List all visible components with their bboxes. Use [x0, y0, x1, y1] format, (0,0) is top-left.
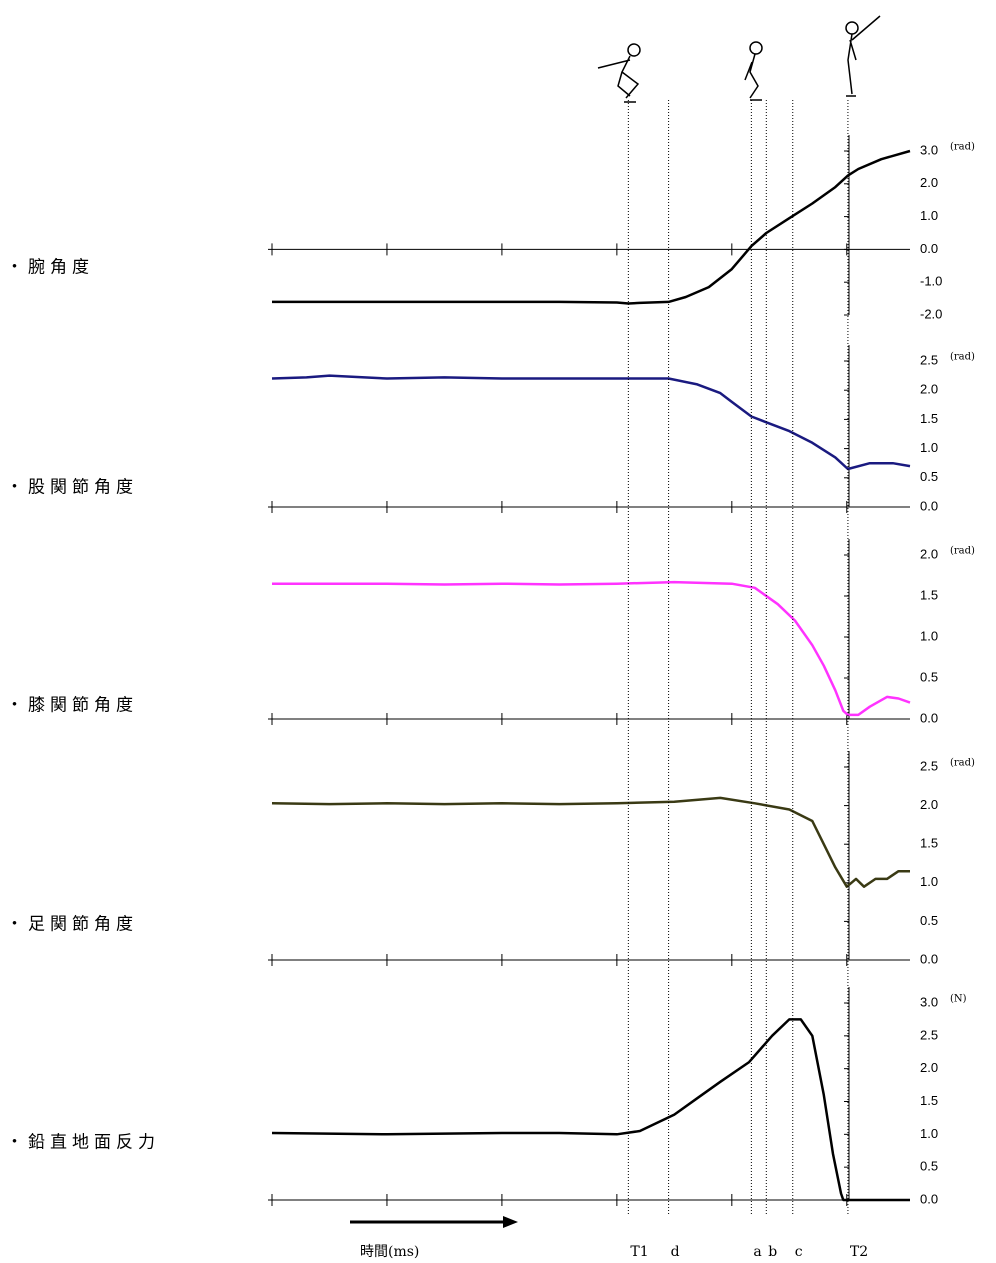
data-line — [271, 796, 910, 888]
stick-figures — [597, 15, 881, 103]
y-tick-label: 1.5 — [920, 411, 938, 426]
event-label: d — [671, 1244, 680, 1260]
panel-title: ・足関節角度 — [6, 915, 138, 935]
time-arrow — [350, 1216, 518, 1228]
y-tick-label: 1.5 — [920, 1093, 938, 1108]
y-tick-label: 1.0 — [920, 1126, 938, 1141]
y-unit: (rad) — [950, 142, 975, 153]
panel-title: ・鉛直地面反力 — [6, 1133, 160, 1153]
event-label: T1 — [630, 1244, 648, 1260]
y-tick-label: 3.0 — [920, 994, 938, 1009]
data-line — [272, 149, 911, 305]
y-tick-label: 0.5 — [920, 913, 938, 928]
y-tick-label: 1.0 — [920, 440, 938, 455]
y-tick-label: 2.5 — [920, 352, 938, 367]
y-tick-label: 0.0 — [920, 241, 938, 256]
y-tick-label: 1.0 — [920, 208, 938, 223]
data-line — [271, 374, 911, 471]
y-tick-label: 3.0 — [920, 142, 938, 157]
y-tick-label: 1.5 — [920, 836, 938, 851]
y-tick-label: 2.0 — [920, 546, 938, 561]
y-tick-label: 0.0 — [920, 951, 938, 966]
y-tick-label: 0.0 — [920, 498, 938, 513]
y-tick-label: 2.0 — [920, 382, 938, 397]
event-label: a — [753, 1244, 761, 1260]
data-line — [272, 580, 911, 717]
y-unit: (rad) — [950, 546, 975, 557]
y-unit: (N) — [950, 994, 967, 1005]
y-tick-label: 2.0 — [920, 175, 938, 190]
y-tick-label: 0.5 — [920, 669, 938, 684]
data-line — [271, 1018, 910, 1202]
y-tick-label: 1.0 — [920, 874, 938, 889]
y-tick-label: -1.0 — [920, 274, 942, 289]
y-unit: (rad) — [950, 758, 975, 769]
y-tick-label: 2.0 — [920, 797, 938, 812]
panel-title: ・膝関節角度 — [6, 696, 138, 716]
panel-title: ・腕角度 — [6, 258, 94, 278]
y-unit: (rad) — [950, 352, 975, 363]
event-label: c — [795, 1244, 803, 1260]
y-tick-label: 0.0 — [920, 1191, 938, 1206]
y-tick-label: 0.0 — [920, 710, 938, 725]
y-tick-label: 1.0 — [920, 628, 938, 643]
y-tick-label: 2.5 — [920, 1027, 938, 1042]
y-tick-label: 1.5 — [920, 587, 938, 602]
x-axis-label: 時間(ms) — [360, 1244, 419, 1260]
y-tick-label: 0.5 — [920, 1159, 938, 1174]
y-tick-label: 0.5 — [920, 469, 938, 484]
panel-title: ・股関節角度 — [6, 478, 138, 498]
event-label: T2 — [850, 1244, 868, 1260]
y-tick-label: -2.0 — [920, 306, 942, 321]
y-tick-label: 2.5 — [920, 758, 938, 773]
event-label: b — [768, 1244, 777, 1260]
y-tick-label: 2.0 — [920, 1060, 938, 1075]
